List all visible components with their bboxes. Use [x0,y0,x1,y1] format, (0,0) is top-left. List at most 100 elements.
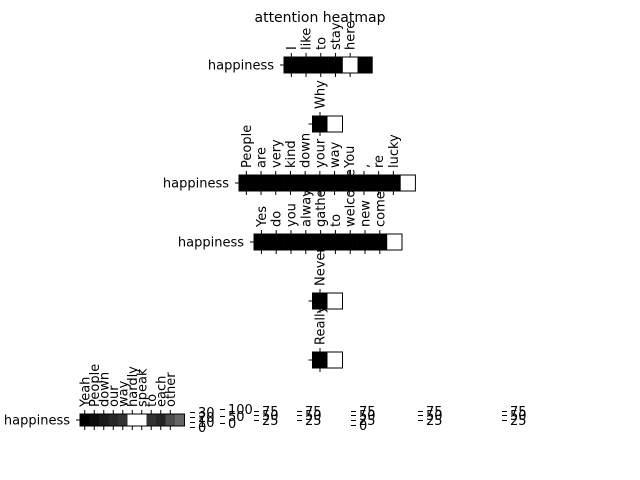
heatmap-cell [313,57,329,73]
colorbar-tick-label: 50 [510,409,527,424]
heatmap-cell [312,293,328,309]
heatmap-cell [268,175,284,191]
token-label: welcome [344,169,359,227]
heatmap-cell [268,234,284,250]
heatmap-cell [137,414,147,426]
colorbar-tick-label: 75 [510,405,527,420]
colorbar-tick-label: 50 [262,409,279,424]
token-label: you [285,203,300,227]
row-label: happiness [178,236,244,251]
heatmap-cell [298,234,314,250]
token-label: You [343,146,358,169]
token-label: Why [314,80,329,109]
heatmap-cell [357,57,373,73]
heatmap-cell [312,116,328,132]
token-label: stay [329,22,344,50]
heatmap-cell [327,293,343,309]
heatmap-cell [372,234,388,250]
heatmap-cell [356,175,372,191]
token-label: down [299,133,314,168]
colorbar-tick-label: 0 [198,421,206,436]
heatmap-cell [387,234,403,250]
colorbar-tick-label: 25 [305,414,322,429]
token-label: re [372,155,387,168]
heatmap-cell [283,234,299,250]
token-label: other [164,372,179,407]
heatmap-cell [253,175,269,191]
heatmap-cell [118,414,128,426]
colorbar-tick-label: 75 [359,405,376,420]
token-label: like [300,28,315,50]
heatmap-cell [127,414,138,426]
heatmap-cell [312,352,328,368]
token-label: People [240,125,255,168]
heatmap-cell [327,116,343,132]
heatmap-panel: Why [308,80,343,136]
colorbar-tick-label: 25 [510,414,527,429]
token-label: Never [314,247,329,286]
heatmap-cell [283,175,299,191]
token-label: Yes [255,206,270,228]
token-label: speak [135,368,150,407]
heatmap-cell [327,175,343,191]
heatmap-cell [165,414,176,426]
colorbar-tick-label: 10 [198,416,215,431]
heatmap-cell [254,234,270,250]
colorbar-tick-label: 25 [262,414,279,429]
heatmap-cell [80,414,90,426]
heatmap-cell [89,414,100,426]
heatmap-cell [327,352,343,368]
token-label: kind [284,140,299,168]
colorbar-tick-label: 50 [426,409,443,424]
heatmap-cell [99,414,109,426]
colorbar-labels: 3020100100500755025755025755025075502575… [190,403,527,436]
token-label: do [270,211,285,227]
token-label: comers [373,179,388,227]
heatmap-cell [371,175,387,191]
token-label: are [255,147,270,168]
token-label: People [88,364,103,407]
token-label: our [107,385,122,407]
token-label: way [116,380,131,407]
heatmap-panel: Really [308,305,343,372]
row-label: happiness [208,59,274,74]
heatmap-panel: YeahPeopledownourwayhardlyspeaktoeachoth… [4,364,185,430]
token-label: Yeah [78,377,93,408]
token-label: to [145,394,160,407]
token-label: here [344,21,359,50]
heatmap-cell [328,234,344,250]
heatmap-cell [175,414,185,426]
token-label: I [285,46,300,50]
colorbar-tick-label: 50 [305,409,322,424]
colorbar-tick-label: 75 [305,405,322,420]
row-label: happiness [163,177,229,192]
colorbar-tick-label: 100 [228,403,253,418]
token-label: Really [314,305,329,345]
chart-title: attention heatmap [255,10,386,26]
colorbar-tick-label: 25 [426,414,443,429]
colorbar-tick-label: 30 [198,406,215,421]
colorbar-tick-label: 50 [228,410,245,425]
heatmap-cell [239,175,254,191]
colorbar-tick-label: 20 [198,411,215,426]
colorbar-tick-label: 50 [359,409,376,424]
token-label: your [313,138,328,168]
heatmap-cell [386,175,401,191]
heatmap-cell [108,414,119,426]
heatmap-cell [313,234,329,250]
heatmap-cell [400,175,416,191]
heatmap-cell [312,175,328,191]
token-label: lucky [387,134,402,168]
token-label: each [154,376,169,407]
row-label: happiness [4,414,70,429]
token-label: way [328,141,343,168]
